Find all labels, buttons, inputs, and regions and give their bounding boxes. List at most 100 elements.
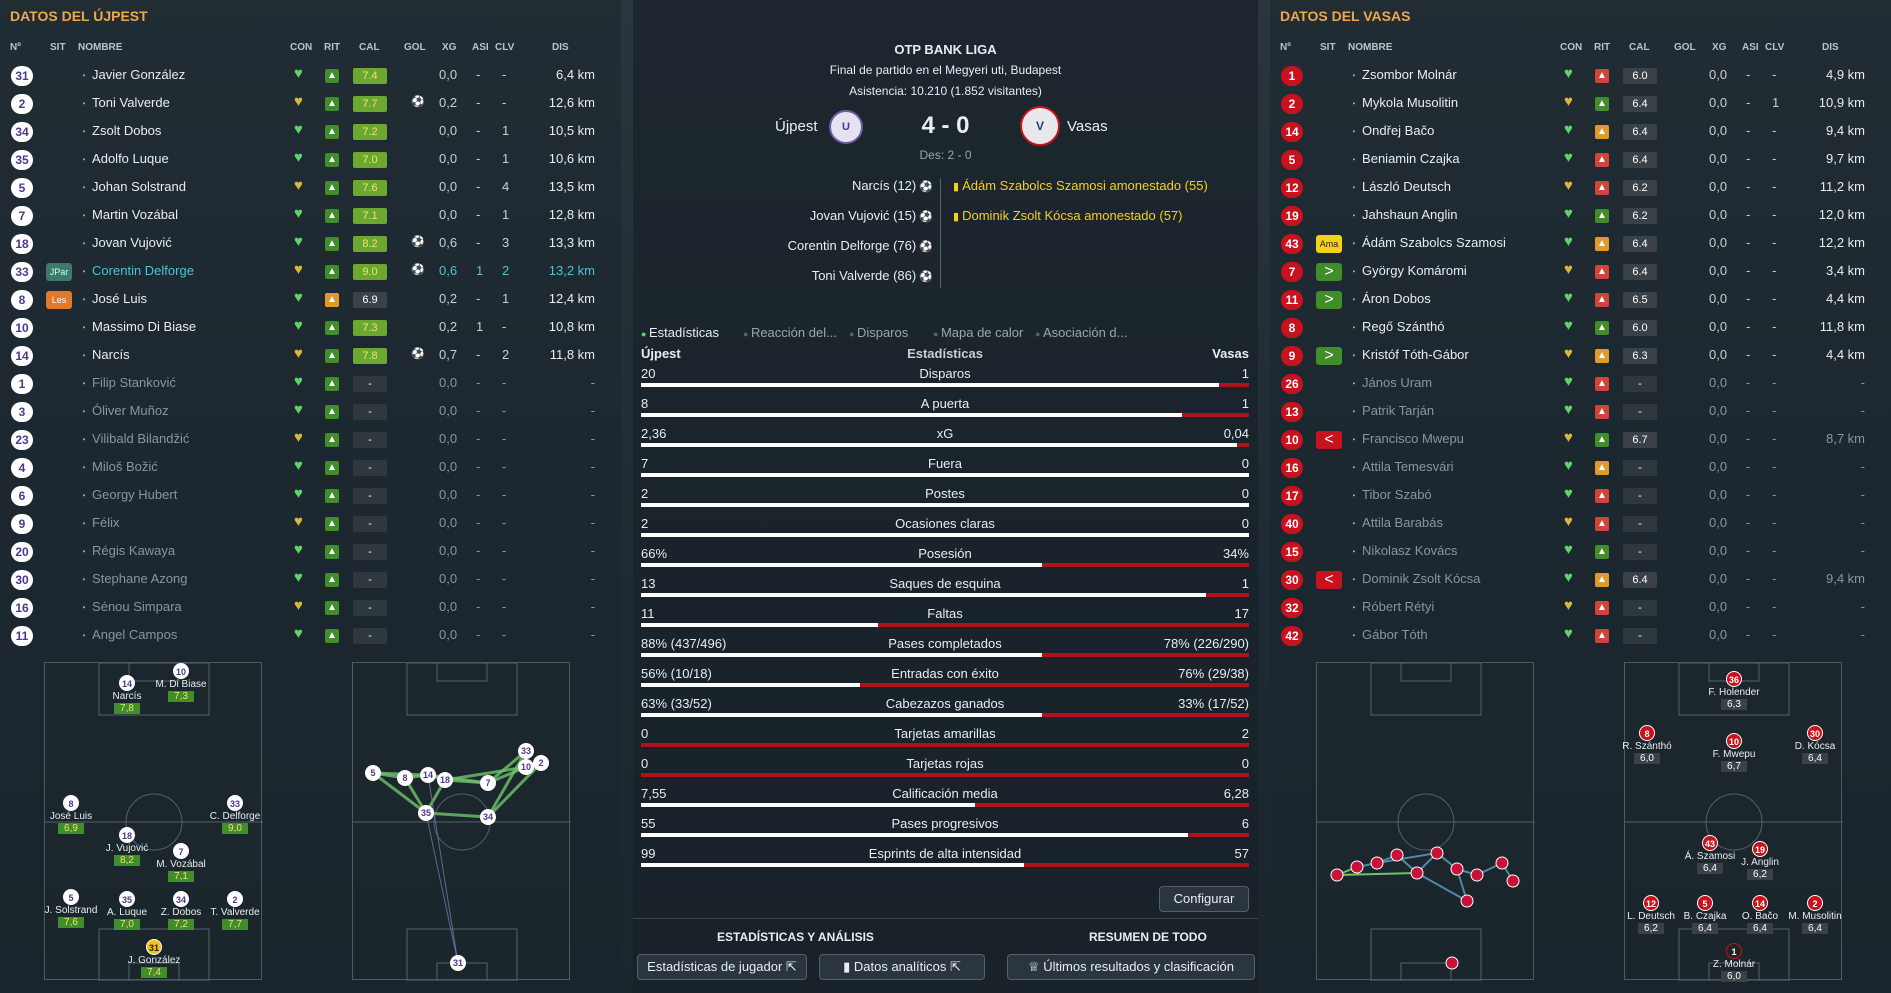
pass-node[interactable] <box>1370 856 1384 870</box>
formation-player[interactable]: 34 Z. Dobos 7,2 <box>151 891 211 930</box>
goal-scorer[interactable]: Corentin Delforge (76) <box>787 238 917 253</box>
tab-0[interactable]: ● Estadísticas <box>641 325 719 340</box>
formation-player[interactable]: 5 B. Czajka 6,4 <box>1675 895 1735 934</box>
formation-player[interactable]: 8 José Luis 6,9 <box>41 795 101 834</box>
booking-text[interactable]: Dominik Zsolt Kócsa amonestado (57) <box>962 208 1183 223</box>
player-name[interactable]: Gábor Tóth <box>1350 627 1428 642</box>
player-name[interactable]: Patrik Tarján <box>1350 403 1434 418</box>
col-header-asi[interactable]: ASI <box>472 42 489 53</box>
player-name[interactable]: Massimo Di Biase <box>80 319 196 334</box>
goal-scorer[interactable]: Toni Valverde (86) <box>811 268 917 283</box>
table-row[interactable]: 17Tibor Szabó♥▲-0,0--- <box>1270 482 1870 510</box>
player-name[interactable]: Corentin Delforge <box>80 263 194 278</box>
pass-node[interactable] <box>1460 894 1474 908</box>
pass-node[interactable] <box>1330 868 1344 882</box>
player-name[interactable]: Kristóf Tóth-Gábor <box>1350 347 1469 362</box>
table-row[interactable]: 5 Johan Solstrand ♥ ▲ 7.6 0,0 - 4 13,5 km <box>0 174 600 202</box>
formation-player[interactable]: 7 M. Vozábal 7,1 <box>151 843 211 882</box>
formation-player[interactable]: 35 A. Luque 7,0 <box>97 891 157 930</box>
player-stats-button[interactable]: Estadísticas de jugador ⇱ <box>637 954 807 980</box>
formation-player[interactable]: 14 O. Bačo 6,4 <box>1730 895 1790 934</box>
player-name[interactable]: Jahshaun Anglin <box>1350 207 1457 222</box>
table-row[interactable]: 11 > Áron Dobos ♥ ▲ 6.5 0,0 - - 4,4 km <box>1270 286 1870 314</box>
formation-player[interactable]: 33 C. Delforge 9,0 <box>205 795 265 834</box>
pass-node[interactable] <box>1390 848 1404 862</box>
player-name[interactable]: Jovan Vujović <box>80 235 172 250</box>
table-row[interactable]: 9 > Kristóf Tóth-Gábor ♥ ▲ 6.3 0,0 - - 4,4 km <box>1270 342 1870 370</box>
player-name[interactable]: Zsombor Molnár <box>1350 67 1457 82</box>
configure-button[interactable]: Configurar <box>1159 886 1249 912</box>
formation-player[interactable]: 5 J. Solstrand 7,6 <box>41 889 101 928</box>
player-name[interactable]: Dominik Zsolt Kócsa <box>1350 571 1480 586</box>
table-row[interactable]: 16Sénou Simpara♥▲-0,0--- <box>0 594 600 622</box>
pass-node[interactable] <box>1350 860 1364 874</box>
col-header-clv[interactable]: CLV <box>1765 42 1785 53</box>
table-row[interactable]: 13Patrik Tarján♥▲-0,0--- <box>1270 398 1870 426</box>
pass-node[interactable] <box>1445 956 1459 970</box>
player-name[interactable]: Martin Vozábal <box>80 207 178 222</box>
col-header-no[interactable]: Nº <box>10 42 21 53</box>
col-header-sit[interactable]: SIT <box>50 42 66 53</box>
player-name[interactable]: Ondřej Bačo <box>1350 123 1434 138</box>
player-name[interactable]: Óliver Muñoz <box>80 403 169 418</box>
goal-scorer[interactable]: Jovan Vujović (15) <box>809 208 917 223</box>
pass-node[interactable] <box>1430 846 1444 860</box>
pass-node[interactable]: 35 <box>418 805 434 821</box>
table-row[interactable]: 10 < Francisco Mwepu ♥ ▲ 6.7 0,0 - - 8,7 km <box>1270 426 1870 454</box>
table-row[interactable]: 15Nikolasz Kovács♥▲-0,0--- <box>1270 538 1870 566</box>
col-header-con[interactable]: CON <box>1560 42 1583 53</box>
player-name[interactable]: Javier González <box>80 67 185 82</box>
pass-node[interactable]: 31 <box>450 955 466 971</box>
player-name[interactable]: Francisco Mwepu <box>1350 431 1464 446</box>
formation-player[interactable]: 14 Narcís 7,8 <box>97 675 157 714</box>
table-row[interactable]: 2 Mykola Musolitin ♥ ▲ 6.4 0,0 - 1 10,9 km <box>1270 90 1870 118</box>
table-row[interactable]: 7 Martin Vozábal ♥ ▲ 7.1 0,0 - 1 12,8 km <box>0 202 600 230</box>
player-name[interactable]: Georgy Hubert <box>80 487 177 502</box>
table-row[interactable]: 33 JPar Corentin Delforge ♥ ▲ 9.0 ⚽ 0,6 1 2 13,2 k… <box>0 258 600 286</box>
player-name[interactable]: Róbert Rétyi <box>1350 599 1434 614</box>
table-row[interactable]: 14 Ondřej Bačo ♥ ▲ 6.4 0,0 - - 9,4 km <box>1270 118 1870 146</box>
col-header-no[interactable]: Nº <box>1280 42 1291 53</box>
pass-node[interactable]: 18 <box>437 772 453 788</box>
analytics-button[interactable]: ▮ Datos analíticos ⇱ <box>819 954 985 980</box>
player-name[interactable]: Attila Barabás <box>1350 515 1443 530</box>
pass-node[interactable] <box>1450 862 1464 876</box>
col-header-dis[interactable]: DIS <box>1822 42 1839 53</box>
table-row[interactable]: 40Attila Barabás♥▲-0,0--- <box>1270 510 1870 538</box>
pass-node[interactable]: 5 <box>365 765 381 781</box>
table-row[interactable]: 7 > György Komáromi ♥ ▲ 6.4 0,0 - - 3,4 km <box>1270 258 1870 286</box>
col-header-con[interactable]: CON <box>290 42 313 53</box>
player-name[interactable]: Tibor Szabó <box>1350 487 1432 502</box>
player-name[interactable]: Filip Stanković <box>80 375 176 390</box>
tab-3[interactable]: ● Mapa de calor <box>933 325 1023 340</box>
pass-node[interactable] <box>1506 874 1520 888</box>
col-header-xg[interactable]: XG <box>1712 42 1727 53</box>
home-team-name[interactable]: Újpest <box>775 118 818 135</box>
pass-node[interactable] <box>1410 866 1424 880</box>
player-name[interactable]: Adolfo Luque <box>80 151 169 166</box>
table-row[interactable]: 43 Ama Ádám Szabolcs Szamosi ♥ ▲ 6.4 0,0 - - 12,2… <box>1270 230 1870 258</box>
formation-player[interactable]: 18 J. Vujović 8,2 <box>97 827 157 866</box>
table-row[interactable]: 32Róbert Rétyi♥▲-0,0--- <box>1270 594 1870 622</box>
player-name[interactable]: György Komáromi <box>1350 263 1467 278</box>
player-name[interactable]: Régis Kawaya <box>80 543 175 558</box>
tab-4[interactable]: ● Asociación d... <box>1035 325 1127 340</box>
table-row[interactable]: 12 László Deutsch ♥ ▲ 6.2 0,0 - - 11,2 km <box>1270 174 1870 202</box>
table-row[interactable]: 34 Zsolt Dobos ♥ ▲ 7.2 0,0 - 1 10,5 km <box>0 118 600 146</box>
table-row[interactable]: 18 Jovan Vujović ♥ ▲ 8.2 ⚽ 0,6 - 3 13,3 km <box>0 230 600 258</box>
player-name[interactable]: Angel Campos <box>80 627 177 642</box>
col-header-asi[interactable]: ASI <box>1742 42 1759 53</box>
goal-scorer[interactable]: Narcís (12) <box>851 178 917 193</box>
pass-node[interactable]: 34 <box>480 809 496 825</box>
player-name[interactable]: László Deutsch <box>1350 179 1451 194</box>
col-header-clv[interactable]: CLV <box>495 42 515 53</box>
table-row[interactable]: 8 Regő Szánthó ♥ ▲ 6.0 0,0 - - 11,8 km <box>1270 314 1870 342</box>
formation-player[interactable]: 19 J. Anglin 6,2 <box>1730 841 1790 880</box>
table-row[interactable]: 30Stephane Azong♥▲-0,0--- <box>0 566 600 594</box>
player-name[interactable]: Nikolasz Kovács <box>1350 543 1457 558</box>
col-header-xg[interactable]: XG <box>442 42 457 53</box>
pass-node[interactable]: 14 <box>420 767 436 783</box>
pass-node[interactable]: 33 <box>518 743 534 759</box>
formation-player[interactable]: 10 M. Di Biase 7,3 <box>151 663 211 702</box>
table-row[interactable]: 14 Narcís ♥ ▲ 7.8 ⚽ 0,7 - 2 11,8 km <box>0 342 600 370</box>
